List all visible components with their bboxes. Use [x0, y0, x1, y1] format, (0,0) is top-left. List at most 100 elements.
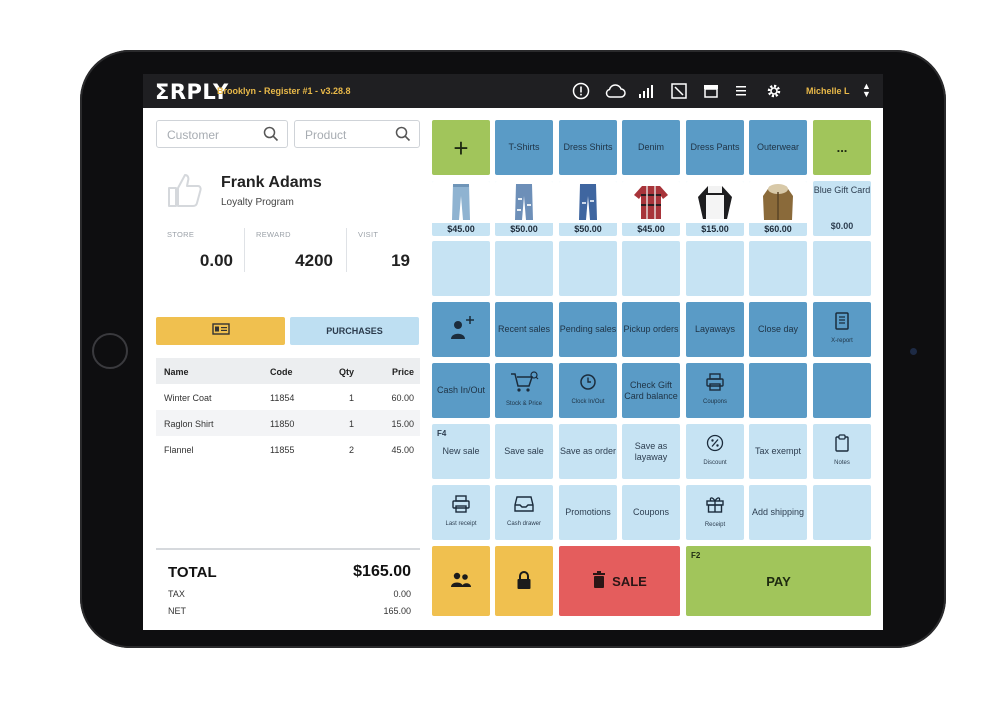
search-icon[interactable] [263, 126, 279, 147]
lock-button[interactable] [495, 546, 553, 616]
more-categories-button[interactable]: ... [813, 120, 871, 175]
add-button[interactable]: + [432, 120, 490, 175]
product-tile[interactable]: $50.00 [559, 181, 617, 236]
cash-drawer-button[interactable]: Cash drawer [495, 485, 553, 540]
left-pane: Customer Product Frank Adams Loyalty Pro… [143, 108, 431, 630]
category-dress-shirts[interactable]: Dress Shirts [559, 120, 617, 175]
sale-label: SALE [612, 573, 647, 589]
printer-icon [451, 495, 471, 516]
notes-button[interactable]: Notes [813, 424, 871, 479]
close-day-button[interactable]: Close day [749, 302, 807, 357]
category-dress-pants[interactable]: Dress Pants [686, 120, 744, 175]
product-price: $0.00 [830, 221, 854, 231]
check-gift-card-button[interactable]: Check Gift Card balance [622, 363, 680, 418]
cash-in-out-button[interactable]: Cash In/Out [432, 363, 490, 418]
store-register-label: Brooklyn - Register #1 - v3.28.8 [217, 86, 351, 96]
net-label: NET [168, 606, 186, 616]
last-receipt-button[interactable]: Last receipt [432, 485, 490, 540]
purchases-button[interactable]: PURCHASES [290, 317, 419, 345]
stat-divider [244, 228, 245, 272]
product-tile[interactable]: $60.00 [749, 181, 807, 236]
add-shipping-button[interactable]: Add shipping [749, 485, 807, 540]
customer-search[interactable]: Customer [156, 120, 288, 148]
cart-header: Name Code Qty Price [156, 358, 420, 384]
row-name: Flannel [164, 445, 194, 455]
clock-icon [579, 373, 597, 394]
category-tshirts[interactable]: T-Shirts [495, 120, 553, 175]
coupons-button[interactable]: Coupons [622, 485, 680, 540]
product-tile[interactable]: $45.00 [622, 181, 680, 236]
discount-label: Discount [703, 460, 727, 466]
product-price: $15.00 [701, 224, 729, 234]
gear-icon[interactable] [764, 81, 784, 101]
pickup-orders-button[interactable]: Pickup orders [622, 302, 680, 357]
table-row[interactable]: Winter Coat 11854 1 60.00 [156, 384, 420, 410]
tax-exempt-button[interactable]: Tax exempt [749, 424, 807, 479]
product-tile[interactable]: $50.00 [495, 181, 553, 236]
pending-sales-button[interactable]: Pending sales [559, 302, 617, 357]
category-denim[interactable]: Denim [622, 120, 680, 175]
row-code: 11850 [270, 419, 295, 429]
layaways-button[interactable]: Layaways [686, 302, 744, 357]
table-row[interactable]: Flannel 11855 2 45.00 [156, 436, 420, 462]
row-name: Winter Coat [164, 393, 212, 403]
new-sale-button[interactable]: F4 New sale [432, 424, 490, 479]
people-icon [450, 571, 472, 592]
save-sale-button[interactable]: Save sale [495, 424, 553, 479]
customer-card-button[interactable] [156, 317, 285, 345]
user-name[interactable]: Michelle L [806, 86, 850, 96]
alert-icon[interactable] [571, 81, 591, 101]
coupons-icon-button[interactable]: Coupons [686, 363, 744, 418]
clipboard-icon [834, 434, 850, 455]
total-value: $165.00 [353, 563, 411, 580]
pay-button[interactable]: F2 PAY [686, 546, 871, 616]
col-price: Price [391, 367, 414, 377]
save-as-layaway-button[interactable]: Save as layaway [622, 424, 680, 479]
customers-button[interactable] [432, 546, 490, 616]
product-search-placeholder: Product [305, 128, 347, 142]
row-qty: 1 [348, 393, 354, 403]
promotions-button[interactable]: Promotions [559, 485, 617, 540]
product-tile[interactable]: $45.00 [432, 181, 490, 236]
raglan-shirt-icon [686, 181, 744, 223]
total-divider [156, 548, 420, 550]
save-as-order-button[interactable]: Save as order [559, 424, 617, 479]
product-price: $50.00 [574, 224, 602, 234]
x-report-button[interactable]: X-report [813, 302, 871, 357]
home-button[interactable] [92, 333, 128, 369]
stat-divider [346, 228, 347, 272]
drawer-icon [514, 495, 534, 516]
tax-value: 0.00 [393, 589, 411, 599]
display-icon[interactable] [669, 81, 689, 101]
menu-icon[interactable] [731, 81, 751, 101]
row-code: 11854 [270, 393, 295, 403]
cash-drawer-icon[interactable] [701, 81, 721, 101]
search-icon[interactable] [395, 126, 411, 147]
notes-label: Notes [834, 460, 850, 466]
product-name: Blue Gift Card [813, 185, 871, 195]
user-switch-icon[interactable]: ▲ ▼ [862, 81, 871, 99]
cash-drawer-label: Cash drawer [506, 521, 541, 527]
sale-button[interactable]: SALE [559, 546, 680, 616]
product-search[interactable]: Product [294, 120, 420, 148]
clock-in-out-button[interactable]: Clock In/Out [559, 363, 617, 418]
category-outerwear[interactable]: Outerwear [749, 120, 807, 175]
row-price: 45.00 [391, 445, 414, 455]
cloud-icon[interactable] [603, 81, 627, 101]
product-tile[interactable]: Blue Gift Card $0.00 [813, 181, 871, 236]
empty-tile [495, 241, 553, 296]
stock-price-button[interactable]: Stock & Price [495, 363, 553, 418]
add-customer-button[interactable] [432, 302, 490, 357]
empty-tile [559, 241, 617, 296]
app-logo: ΣRPLY [155, 80, 229, 104]
product-tile[interactable]: $15.00 [686, 181, 744, 236]
col-qty: Qty [338, 367, 354, 377]
visit-label: VISIT [358, 230, 379, 239]
recent-sales-button[interactable]: Recent sales [495, 302, 553, 357]
table-row[interactable]: Raglon Shirt 11850 1 15.00 [156, 410, 420, 436]
add-person-icon [444, 313, 478, 346]
report-icon [834, 312, 850, 333]
receipt-button[interactable]: Receipt [686, 485, 744, 540]
net-value: 165.00 [383, 606, 411, 616]
discount-button[interactable]: Discount [686, 424, 744, 479]
